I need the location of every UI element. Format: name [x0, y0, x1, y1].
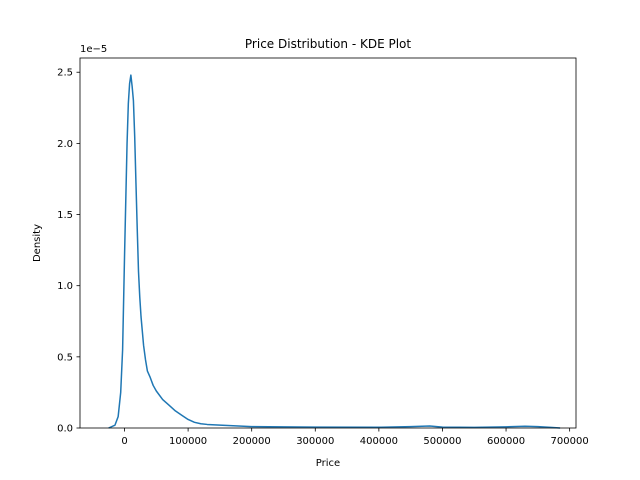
y-tick-label: 1.5 — [57, 210, 73, 221]
x-tick-label: 200000 — [233, 436, 271, 447]
x-axis-label: Price — [316, 458, 340, 469]
x-tick-label: 700000 — [551, 436, 589, 447]
x-tick-label: 100000 — [169, 436, 207, 447]
x-tick-label: 300000 — [296, 436, 334, 447]
chart-title: Price Distribution - KDE Plot — [245, 37, 411, 51]
y-tick-label: 2.5 — [57, 68, 73, 79]
y-tick-label: 1.0 — [57, 281, 73, 292]
x-tick-label: 0 — [121, 436, 127, 447]
plot-frame — [79, 57, 577, 429]
y-axis-ticks: 0.0 0.5 1.0 1.5 2.0 2.5 — [57, 68, 80, 435]
plot-area — [80, 58, 576, 428]
kde-series-line — [108, 74, 561, 429]
x-tick-label: 500000 — [423, 436, 461, 447]
y-offset-text: 1e−5 — [80, 44, 107, 55]
x-tick-label: 400000 — [360, 436, 398, 447]
x-tick-label: 600000 — [487, 436, 525, 447]
y-tick-label: 0.0 — [57, 424, 73, 435]
x-axis-ticks: 0 100000 200000 300000 400000 500000 600000 700… — [121, 428, 589, 447]
y-tick-label: 0.5 — [57, 352, 73, 363]
y-axis-label: Density — [32, 224, 43, 262]
y-tick-label: 2.0 — [57, 139, 73, 150]
